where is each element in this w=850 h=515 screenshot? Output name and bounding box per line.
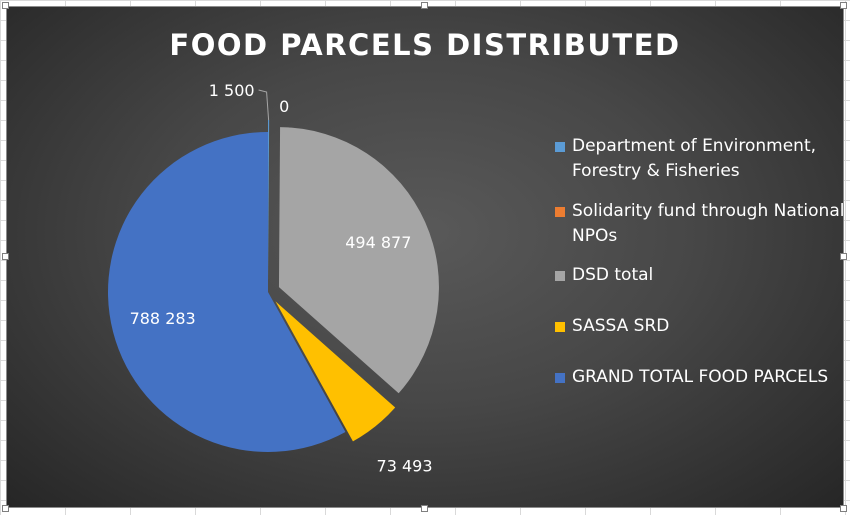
legend-item-department-of-environment-forestry-fisheries[interactable]: Department of Environment, Forestry & Fi… <box>555 134 845 184</box>
data-label-grand-total-food-parcels: 788 283 <box>130 309 196 328</box>
legend-label: DSD total <box>572 265 654 285</box>
legend-label: GRAND TOTAL FOOD PARCELS <box>572 367 829 387</box>
legend-swatch <box>555 142 565 152</box>
resize-handle-middle-left[interactable] <box>2 253 9 260</box>
data-label-sassa-srd: 73 493 <box>377 456 433 475</box>
legend-swatch <box>555 373 565 383</box>
legend-swatch <box>555 271 565 281</box>
pie-slice-sassa-srd[interactable] <box>275 301 396 442</box>
legend-swatch <box>555 207 565 217</box>
pie-slice-department-of-environment-forestry-fisheries[interactable] <box>268 120 270 281</box>
legend-item-grand-total-food-parcels[interactable]: GRAND TOTAL FOOD PARCELS <box>555 365 845 390</box>
resize-handle-middle-right[interactable] <box>840 253 847 260</box>
pie-slice-grand-total-food-parcels[interactable] <box>107 132 346 452</box>
legend-item-dsd-total[interactable]: DSD total <box>555 263 845 288</box>
data-label-dsd-total: 494 877 <box>345 233 411 252</box>
resize-handle-top-left[interactable] <box>2 2 9 9</box>
legend-label: Solidarity fund through National NPOs <box>572 201 845 246</box>
chart-title[interactable]: FOOD PARCELS DISTRIBUTED <box>169 28 681 62</box>
legend-label: Department of Environment, Forestry & Fi… <box>572 136 817 181</box>
pie-slice-dsd-total[interactable] <box>278 127 439 394</box>
legend-swatch <box>555 322 565 332</box>
data-label-department-of-environment-forestry-fisheries: 1 500 <box>209 81 255 100</box>
resize-handle-top-center[interactable] <box>421 2 428 9</box>
legend-item-sassa-srd[interactable]: SASSA SRD <box>555 314 845 339</box>
data-label-solidarity-fund-through-national-npos: 0 <box>279 97 289 116</box>
resize-handle-bottom-right[interactable] <box>840 505 847 512</box>
resize-handle-bottom-center[interactable] <box>421 505 428 512</box>
legend-item-solidarity-fund-through-national-npos[interactable]: Solidarity fund through National NPOs <box>555 199 845 249</box>
chart-legend[interactable]: Department of Environment, Forestry & Fi… <box>555 134 845 390</box>
resize-handle-top-right[interactable] <box>840 2 847 9</box>
legend-label: SASSA SRD <box>572 316 670 336</box>
leader-line-department-of-environment-forestry-fisheries <box>258 89 270 121</box>
resize-handle-bottom-left[interactable] <box>2 505 9 512</box>
